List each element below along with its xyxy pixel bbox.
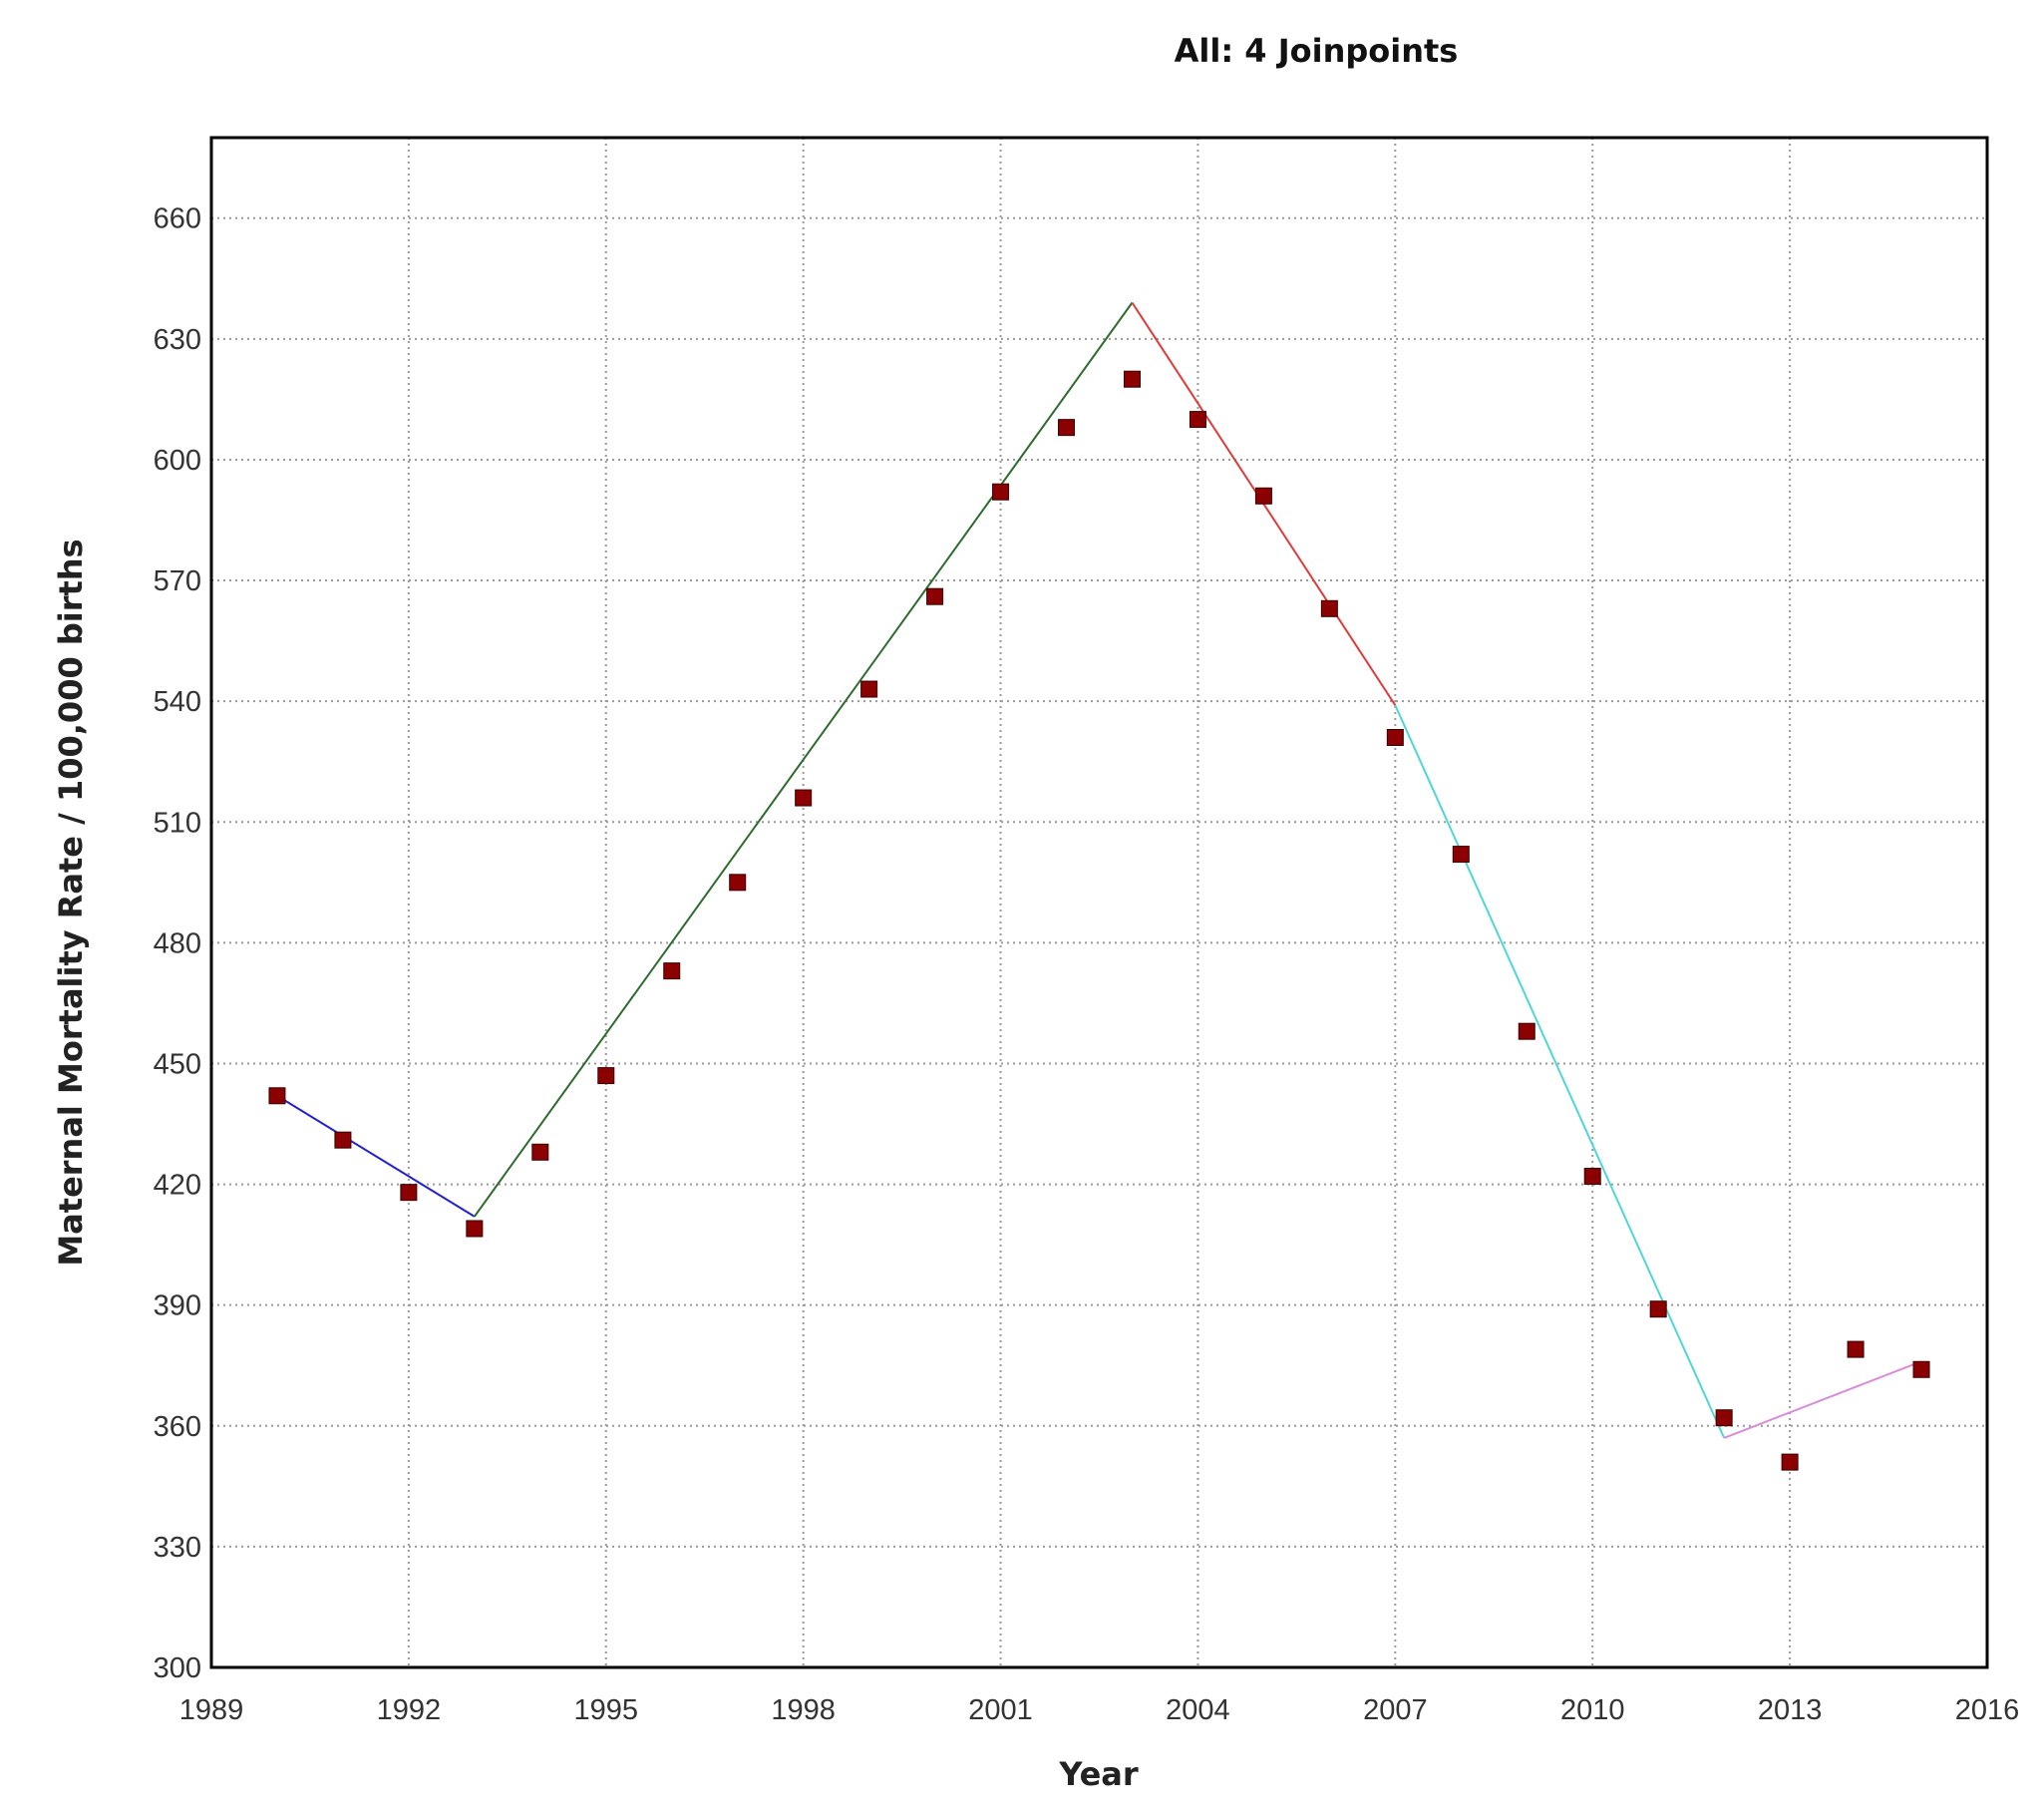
x-tick-label: 2016 [1955, 1694, 2020, 1726]
fitted-segment-line [474, 301, 1134, 1218]
x-tick-label: 1998 [771, 1694, 836, 1726]
y-tick-label: 510 [154, 807, 201, 839]
observed-point-marker [597, 1067, 615, 1085]
y-tick-label: 450 [154, 1048, 201, 1080]
observed-point-marker [663, 962, 681, 980]
y-tick-label: 630 [154, 324, 201, 356]
y-tick-label: 570 [154, 565, 201, 597]
fitted-segment-line [1394, 704, 1726, 1439]
x-tick-label: 1992 [377, 1694, 442, 1726]
x-tick-label: 2007 [1363, 1694, 1428, 1726]
observed-point-marker [1123, 370, 1141, 388]
observed-point-marker [1715, 1409, 1733, 1427]
observed-point-marker [795, 789, 813, 807]
observed-point-marker [334, 1131, 352, 1149]
observed-point-marker [1912, 1360, 1930, 1378]
x-tick-label: 1995 [574, 1694, 639, 1726]
observed-point-marker [1386, 728, 1404, 746]
observed-point-marker [400, 1184, 418, 1202]
observed-point-marker [1254, 487, 1272, 505]
y-tick-label: 300 [154, 1652, 201, 1684]
y-tick-label: 360 [154, 1411, 201, 1443]
observed-point-marker [860, 680, 878, 698]
observed-point-marker [992, 483, 1010, 501]
observed-point-marker [1649, 1300, 1667, 1318]
y-tick-label: 330 [154, 1532, 201, 1564]
observed-point-marker [1452, 846, 1470, 864]
x-tick-label: 2010 [1560, 1694, 1625, 1726]
x-tick-label: 2001 [968, 1694, 1033, 1726]
observed-point-marker [1518, 1022, 1535, 1040]
y-axis-title: Maternal Mortality Rate / 100,000 births [52, 539, 90, 1266]
chart-title: All: 4 Joinpoints [1175, 32, 1459, 70]
y-tick-label: 420 [154, 1170, 201, 1202]
observed-point-marker [1189, 411, 1206, 429]
y-tick-label: 660 [154, 203, 201, 235]
y-tick-label: 390 [154, 1290, 201, 1322]
grid [211, 138, 1987, 1667]
observed-point-marker [1781, 1453, 1799, 1471]
x-tick-label: 2013 [1758, 1694, 1823, 1726]
fitted-segment-line [276, 1094, 476, 1218]
plot-frame [209, 136, 1989, 1669]
observed-point-marker [1847, 1340, 1865, 1358]
y-tick-labels: 300 330 360 390 420 450 480 510 540 570 600 630 660 [154, 203, 201, 1684]
y-tick-label: 480 [154, 927, 201, 959]
observed-point-marker [1583, 1168, 1601, 1186]
observed-point-marker [1058, 419, 1076, 437]
x-tick-label: 2004 [1166, 1694, 1230, 1726]
fitted-segments [276, 301, 1922, 1439]
observed-point-marker [926, 587, 944, 605]
observed-point-marker [531, 1143, 549, 1161]
observed-point-marker [268, 1087, 286, 1105]
x-tick-labels: 1989 1992 1995 1998 2001 2004 2007 2010 2013 2016 [179, 1694, 2020, 1726]
observed-points [268, 370, 1930, 1471]
observed-point-marker [466, 1220, 484, 1238]
y-tick-label: 600 [154, 445, 201, 477]
x-axis-title: Year [1058, 1755, 1139, 1793]
y-tick-label: 540 [154, 686, 201, 718]
observed-point-marker [1320, 599, 1338, 617]
observed-point-marker [729, 874, 747, 892]
x-tick-label: 1989 [179, 1694, 244, 1726]
fitted-segment-line [1723, 1360, 1922, 1439]
